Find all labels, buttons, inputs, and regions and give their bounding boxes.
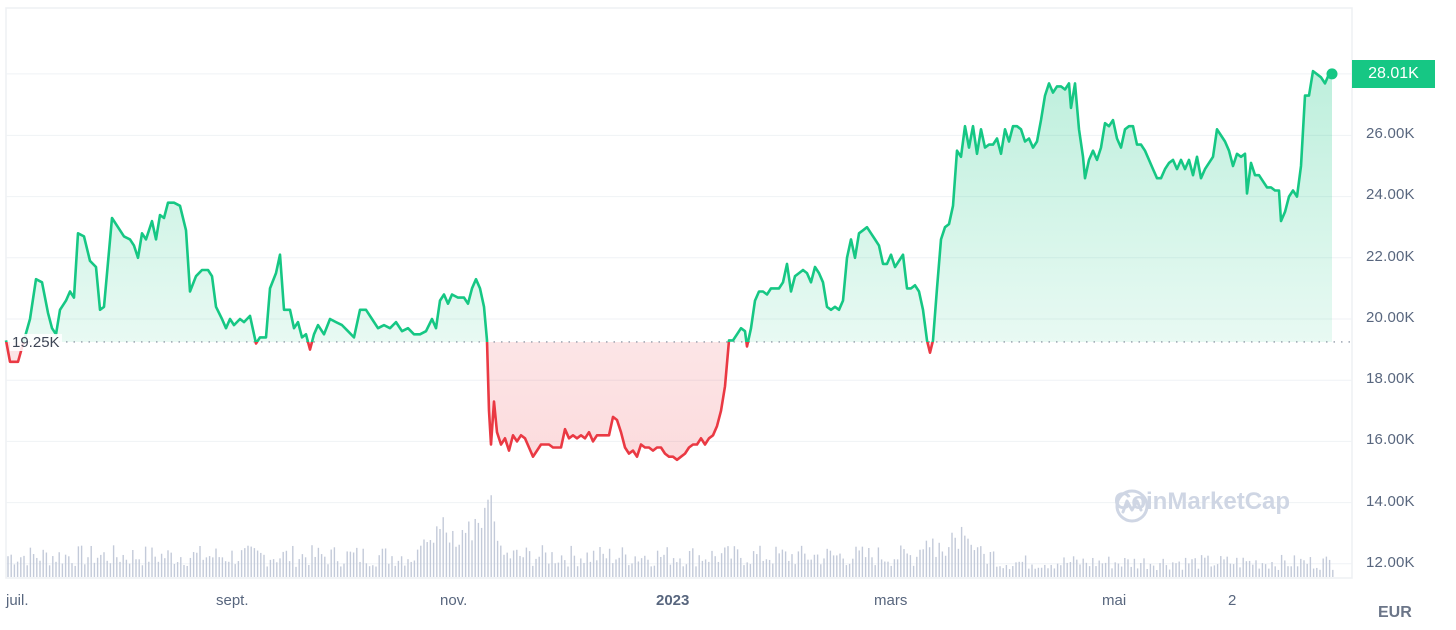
price-line-up[interactable] — [4, 69, 1333, 460]
x-tick-label: mai — [1102, 592, 1127, 609]
x-tick-label: 2023 — [656, 592, 690, 609]
x-tick-label: nov. — [440, 592, 468, 609]
y-tick-label: 14.00K — [1366, 493, 1415, 510]
y-tick-label: 16.00K — [1366, 431, 1415, 448]
price-area-down — [6, 341, 933, 460]
price-line-down[interactable] — [4, 71, 1332, 462]
last-price-dot — [1326, 68, 1338, 80]
baseline-price-label: 19.25K — [10, 334, 62, 351]
x-tick-label: juil. — [6, 592, 29, 609]
y-tick-label: 26.00K — [1366, 125, 1415, 142]
volume-bars — [7, 495, 1334, 577]
x-tick-label: 2 — [1228, 592, 1237, 609]
coinmarketcap-watermark: CoinMarketCap — [1114, 488, 1291, 523]
x-tick-label: sept. — [216, 592, 249, 609]
plot-frame — [5, 7, 1353, 579]
watermark-text: CoinMarketCap — [1114, 488, 1291, 515]
y-tick-label: 20.00K — [1366, 309, 1415, 326]
y-tick-label: 18.00K — [1366, 370, 1415, 387]
price-area-up — [6, 71, 1332, 342]
current-price-badge: 28.01K — [1352, 60, 1435, 88]
y-tick-label: 24.00K — [1366, 186, 1415, 203]
y-tick-label: 12.00K — [1366, 554, 1415, 571]
currency-label: EUR — [1378, 604, 1412, 621]
y-tick-label: 22.00K — [1366, 248, 1415, 265]
coinmarketcap-logo-icon — [1115, 489, 1149, 523]
x-tick-label: mars — [874, 592, 908, 609]
